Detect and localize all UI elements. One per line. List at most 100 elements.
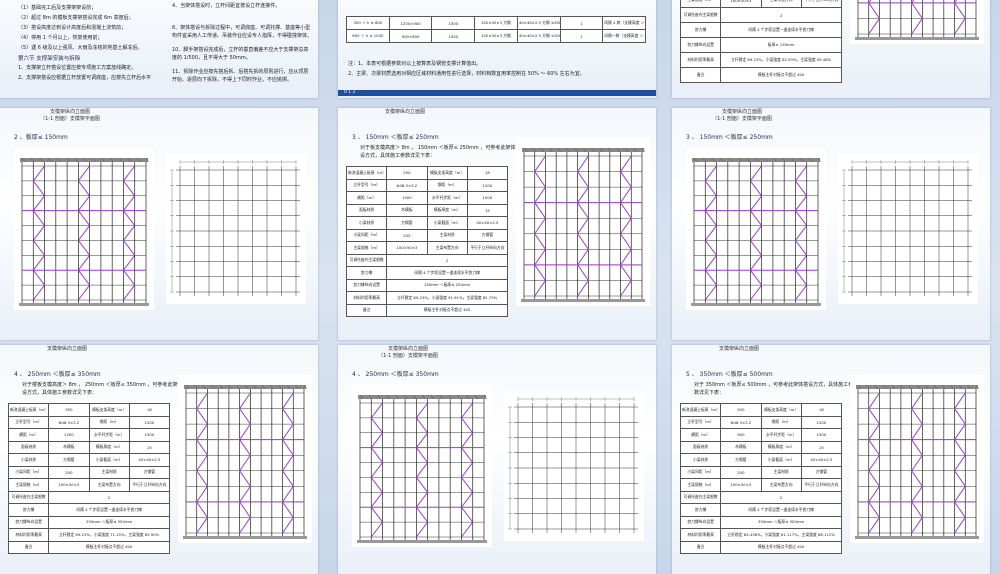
table-cell: 200 [720,465,762,479]
table-cell: 备注 [679,540,722,554]
table-cell: 500 [720,403,762,417]
table-cell: 模板主杆对接点不超过 400 [386,303,508,317]
table-cell: 方钢管 [48,453,90,467]
table-cell: 剪力撑 [679,22,722,38]
table-row: 600 ＜ h ≤ 1000 900×900 1500 100×50×3 方钢 40×4… [346,29,646,43]
table-row: 备注 模板主杆对接点不超过 400 [7,540,170,554]
slide: 300 ＜ h ≤ 600 1200×900 1500 100×50×3 方钢 40×4… [338,0,656,98]
parameter-table: 新浇混凝土板厚（m） 500 模板支架高度（m） 18 立杆型号（m） Φ48.3×3.2… [679,403,843,554]
table-cell: 横距（m） [679,428,722,442]
intro-line: 对于板支模高度＞ 8m ， 150mm ＜板厚≤ 250mm ，可参考此架体搭 [360,145,521,151]
figure-caption: （1-1 剖面）支模架平面图 [40,116,100,122]
table-cell: 剪力撑 [345,266,388,280]
text-line: 1、支撑架立杆搭设位置应按专项施工方案放线确定。 [18,65,137,71]
table-cell: 250mm ＜板厚≤ 350mm [48,515,170,529]
table-cell: 小梁间距（m） [7,465,50,479]
table-cell: 1200 [800,415,843,429]
table-cell: 350 [48,403,90,417]
table-cell: 立杆稳定 69.23%，小梁强度 82.93%，主梁强度 59.48% [720,52,842,68]
table-cell: 250 [386,166,428,180]
table-cell: 间隔 4 跨（支模高度 ＞ 8m） [602,16,646,30]
table-cell: 立杆型号（m） [345,178,388,192]
table-row: 立杆型号（m） Φ48.3×3.2 钢距（m） 1200 [7,415,171,429]
table-cell: 600 ＜ h ≤ 1000 [346,29,390,43]
table-cell: 主梁布置方向 [88,478,130,492]
slide-heading: 4 、 250mm ＜板厚≤ 350mm [14,371,101,378]
text-line: 8、架体搭设与拆除过程中，可调底座、可调托撑、基座等小型构件宜采用人工传递。吊装… [172,25,313,39]
table-cell: 1000 [386,191,428,205]
table-row: 剪刀撑纵向设置 250mm ＜板厚≤ 350mm [7,515,170,529]
table-cell: 钢距（m） [760,415,802,429]
table-row: 新浇混凝土板厚（m） 500 模板支架高度（m） 18 [679,403,843,417]
table-row: 剪力撑 间隔 4 个步距设置一道连续水平剪刀撑 [7,503,170,517]
note-line: 注：1、本表可根据参数对以上按算表及钢管支撑计算值出。 [348,61,482,67]
table-cell: 小梁间距（m） [679,465,722,479]
table-cell: 2 [720,7,842,23]
table-cell: 水平杆步距（m） [760,428,802,442]
intro-line: 对于楼板支模高度＞ 8m ， 250mm ＜板厚≤ 350mm ，可参考此架体搭 [22,382,188,388]
table-cell: 主梁布置方向 [426,241,468,255]
table-cell: 主梁规格（m） [679,0,722,8]
figure-caption: （1-1 剖面）支模架平面图 [378,353,438,359]
table-row: 立杆型号（m） Φ48.3×3.2 钢距（m） 1200 [679,415,843,429]
text-line: 2、支撑架搭设应根据立杆放置可调底座，应按先立杆后水平 [18,75,152,81]
parameter-table: 新浇混凝土板厚（m） 250 模板支架高度（m） 18 立杆型号（m） Φ48.3×3.2… [345,166,509,317]
table-row: 小梁材质 方钢管 小梁截面（m） 40×40×2.5 [345,216,509,230]
table-cell: 材料利用率最高 [7,528,50,542]
table-cell: 立杆稳定 84.438%，小梁强度 61.117%，主梁强度 86.112% [720,528,842,542]
table-cell: 模板支架高度（m） [88,403,130,417]
table-cell: 材料利用率最高 [345,291,388,305]
parameter-table: 300 ＜ h ≤ 600 1200×900 1500 100×50×3 方钢 40×4… [346,16,646,43]
table-cell: 18 [466,166,509,180]
figure-caption: 支模架纵向立面图 [387,346,428,352]
table-cell: 主梁规格（m） [679,478,722,492]
slide: 4 、 250mm ＜板厚≤ 350mm 对于楼板支模高度＞ 8m ， 250mm… [0,345,318,574]
table-cell: 材料利用率最高 [679,52,722,68]
intro-line: 对于 350mm ＜板厚≤ 500mm ，可参考此架体搭设方式，具体施工参 [694,382,854,388]
table-cell: 模板厚度（m） [88,440,130,454]
table-row: 材料利用率最高 立杆稳定 69.23%，小梁强度 71.15%，主梁强度 83.9… [7,528,170,542]
slide: 4 、 250mm ＜板厚≤ 350mm 支模架纵向立面图 （1-1 剖面）支模架平… [338,345,656,574]
text-line: 11、拆除作业应按先搭后拆、后搭先拆的原则进行，应从顶层开始、逐层向下拆除，不得… [172,69,309,83]
table-row: 备注 模板主杆对接点不超过 400 [679,540,842,554]
table-cell: 钢距（m） [88,415,130,429]
table-cell: 木模板 [720,440,762,454]
table-cell: 方钢管 [720,453,762,467]
text-line: （5）遇 6 级及以上强风、大雨及冻结的地基土解冻后。 [18,45,143,51]
table-cell: 模板厚度（m） [760,440,802,454]
table-cell: 1200 [466,178,509,192]
table-cell: 可调托座内主梁根数 [345,253,388,267]
table-cell: 面板材质 [345,203,388,217]
table-cell: 1 [559,29,604,43]
table-cell: 15 [128,440,171,454]
table-row: 小梁材质 方钢管 小梁截面（m） 40×40×2.5 [679,453,843,467]
table-row: 小梁间距（m） 200 主梁材质 方钢管 [345,228,509,242]
text-line: （4）停用 1 个月以上，恢复使用前； [18,35,103,41]
table-cell: 模板主杆对接点不超过 400 [48,540,170,554]
table-cell: 方钢管 [128,465,171,479]
table-row: 横距（m） 900 水平杆步距（m） 1500 [679,428,843,442]
table-cell: 100×50×3 [720,0,762,8]
table-cell: 350mm ＜板厚≤ 500mm [720,515,842,529]
table-cell: 间隔 4 个步距设置一道连续水平剪刀撑 [386,266,508,280]
table-cell: 立杆稳定 69.23%，小梁强度 91.91%，主梁强度 82.75% [386,291,508,305]
table-cell: 新浇混凝土板厚（m） [345,166,388,180]
table-cell: 小梁材质 [7,453,50,467]
table-row: 可调托座内主梁根数 2 [7,490,170,504]
table-cell: 900×900 [388,29,433,43]
table-cell: 备注 [679,67,722,83]
table-cell: 小梁材质 [679,453,722,467]
table-cell: 主梁规格（m） [345,241,388,255]
table-cell: 40×40×2.5 方钢 ≤300 ≤250mm [516,29,561,43]
table-row: 面板材质 木模板 模板厚度（m） 15 [679,440,843,454]
text-line: （2）超过 8m 的模板支撑架搭设完成 6m 高度后； [18,15,134,21]
table-cell: 2 [386,253,508,267]
table-row: 剪力撑 间隔 4 个步距设置一道连续水平剪刀撑 [679,22,842,38]
table-row: 备注 模板主杆对接点不超过 400 [345,303,508,317]
table-cell: 18 [128,403,171,417]
table-cell: 1 [559,16,604,30]
table-cell: 100×50×3 [48,478,90,492]
parameter-table: 新浇混凝土板厚（m） 350 模板支架高度（m） 18 立杆型号（m） Φ48.3×3.2… [7,403,171,554]
table-cell: 150mm ＜板厚≤ 250mm [386,278,508,292]
